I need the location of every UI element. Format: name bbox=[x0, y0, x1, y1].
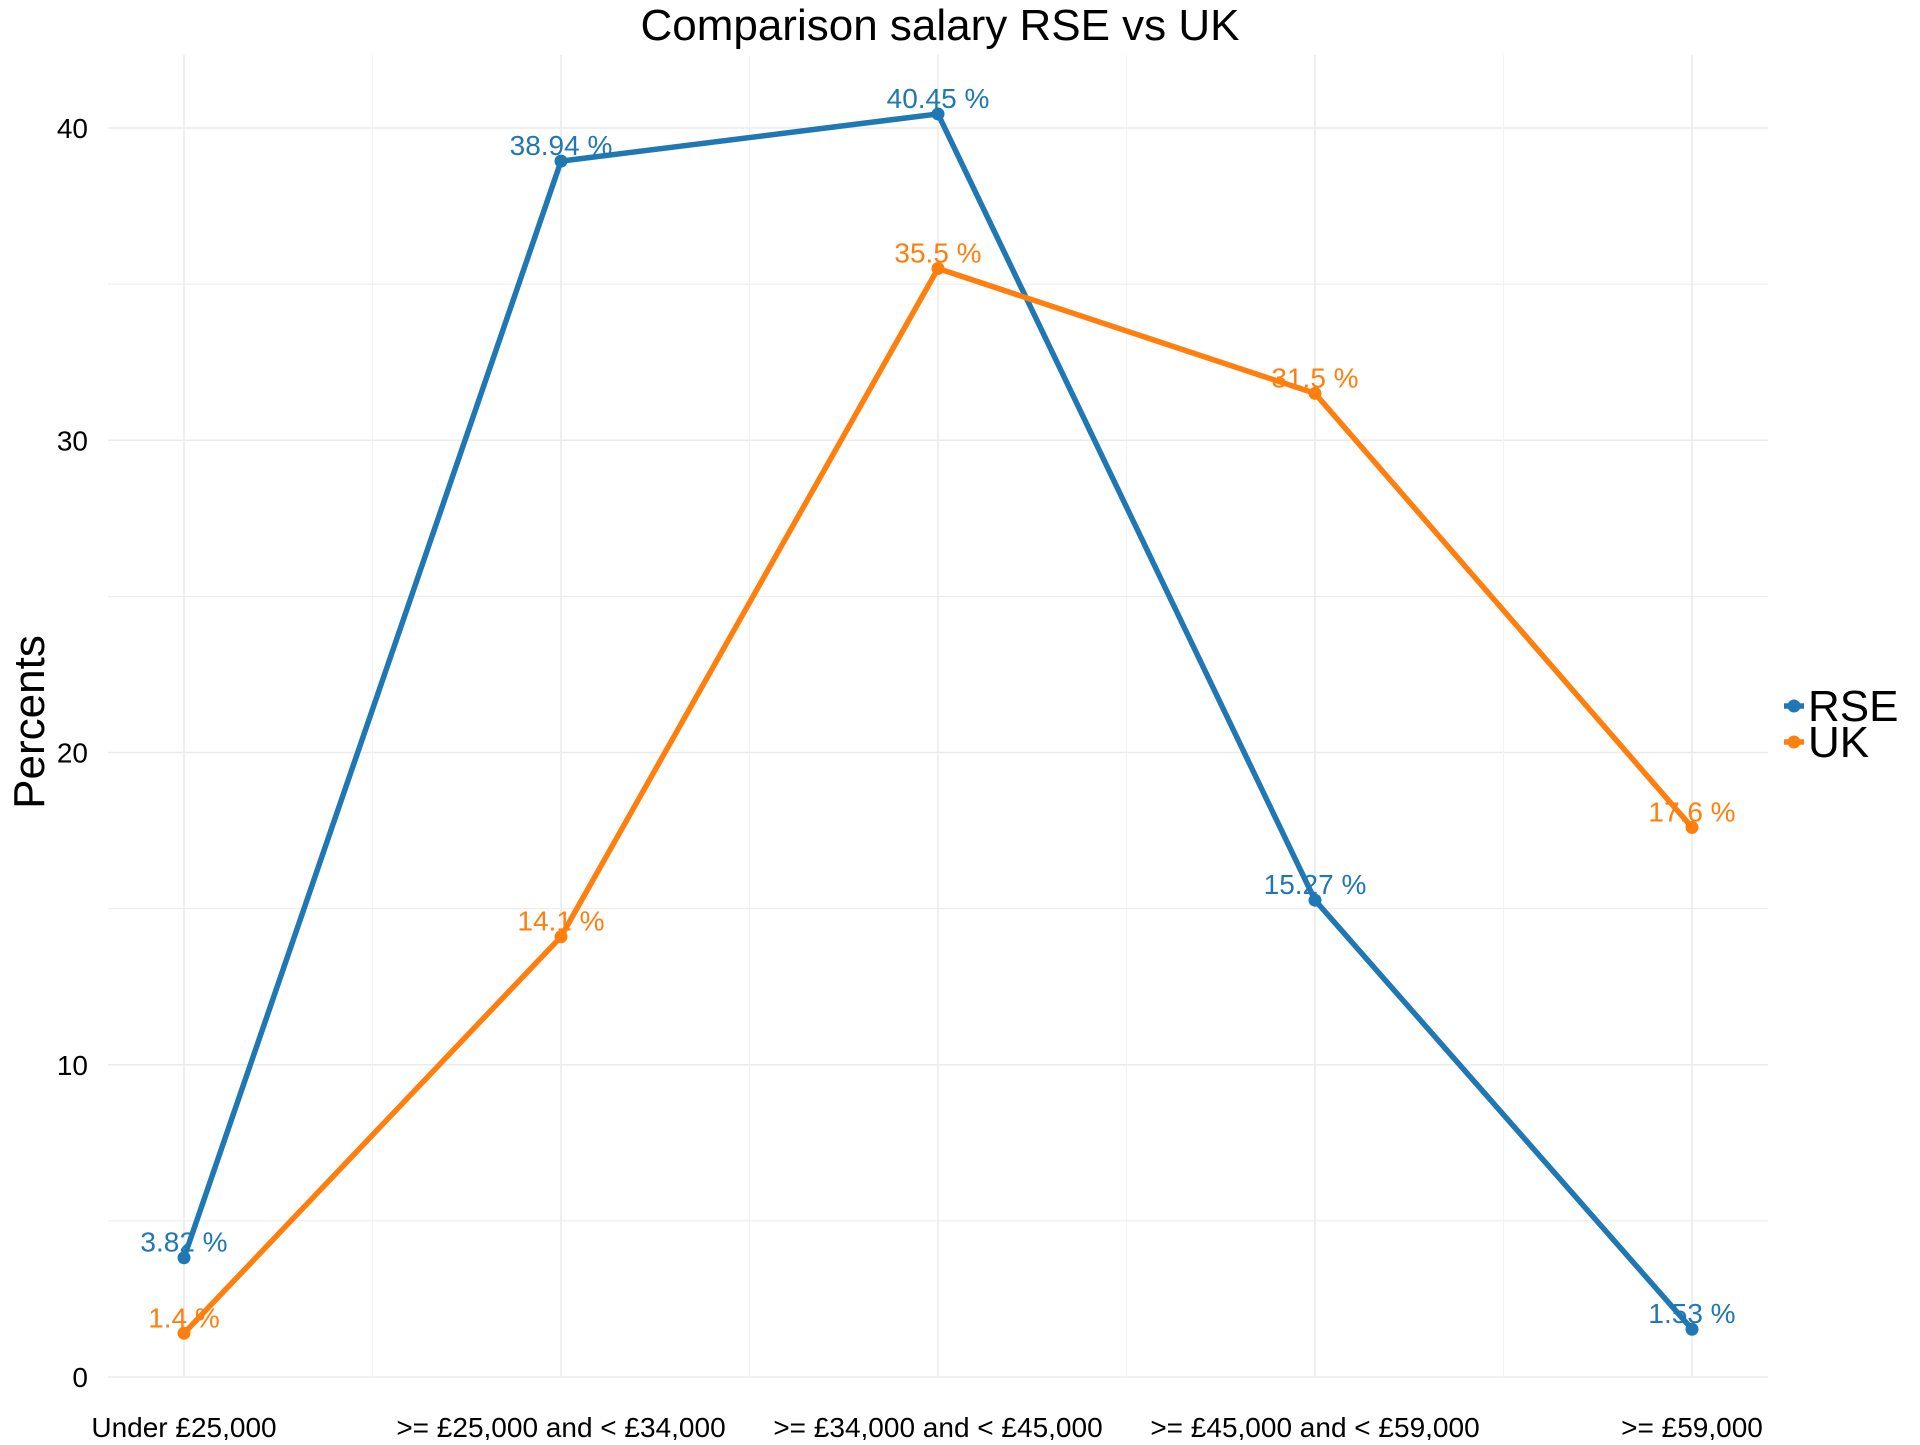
data-label-rse: 40.45 % bbox=[887, 83, 990, 114]
data-label-uk: 14.1 % bbox=[517, 906, 604, 937]
data-point-uk bbox=[1685, 820, 1699, 834]
grid-lines bbox=[108, 55, 1768, 1378]
data-label-uk: 17.6 % bbox=[1648, 796, 1735, 827]
data-label-rse: 1.53 % bbox=[1648, 1298, 1735, 1329]
data-point-uk bbox=[554, 930, 568, 944]
y-tick-label: 10 bbox=[57, 1050, 88, 1081]
data-label-uk: 31.5 % bbox=[1271, 362, 1358, 393]
y-tick-label: 40 bbox=[57, 113, 88, 144]
legend-marker-uk bbox=[1787, 735, 1801, 749]
data-point-uk bbox=[1308, 386, 1322, 400]
y-tick-label: 0 bbox=[72, 1362, 88, 1393]
x-tick-label: >= £45,000 and < £59,000 bbox=[1150, 1412, 1479, 1440]
data-label-rse: 15.27 % bbox=[1264, 869, 1367, 900]
y-tick-label: 20 bbox=[57, 738, 88, 769]
x-tick-label: >= £25,000 and < £34,000 bbox=[396, 1412, 725, 1440]
data-point-rse bbox=[554, 154, 568, 168]
x-tick-label: >= £59,000 bbox=[1621, 1412, 1763, 1440]
data-point-rse bbox=[1685, 1322, 1699, 1336]
data-point-uk bbox=[177, 1326, 191, 1340]
data-point-uk bbox=[931, 262, 945, 276]
legend-label-rse: RSE bbox=[1808, 682, 1898, 731]
data-point-rse bbox=[1308, 893, 1322, 907]
x-tick-label: >= £34,000 and < £45,000 bbox=[773, 1412, 1102, 1440]
data-point-rse bbox=[177, 1251, 191, 1265]
x-tick-label: Under £25,000 bbox=[91, 1412, 276, 1440]
data-label-uk: 35.5 % bbox=[894, 238, 981, 269]
data-point-rse bbox=[931, 107, 945, 121]
data-label-uk: 1.4 % bbox=[148, 1302, 220, 1333]
x-axis-ticks: Under £25,000 >= £25,000 and < £34,000 >= … bbox=[91, 1412, 1763, 1443]
legend-label-uk: UK bbox=[1808, 718, 1869, 767]
series-lines bbox=[177, 107, 1699, 1340]
data-label-rse: 38.94 % bbox=[510, 130, 613, 161]
y-tick-label: 30 bbox=[57, 425, 88, 456]
data-labels: 3.82 % 38.94 % 40.45 % 15.27 % 1.53 % 1.4 % 14… bbox=[140, 83, 1735, 1333]
y-axis-title: Percents bbox=[5, 635, 54, 809]
y-axis-ticks: 0 10 20 30 40 bbox=[57, 113, 88, 1393]
data-label-rse: 3.82 % bbox=[140, 1227, 227, 1258]
legend-marker-rse bbox=[1787, 699, 1801, 713]
chart-title: Comparison salary RSE vs UK bbox=[640, 1, 1239, 50]
